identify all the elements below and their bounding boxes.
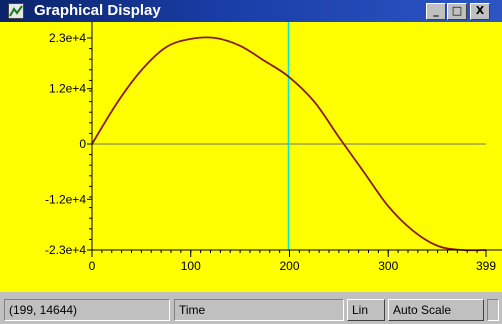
scale-mode-button[interactable]: Lin bbox=[347, 299, 385, 321]
cursor-coordinates: (199, 14644) bbox=[4, 299, 170, 321]
x-tick-label: 100 bbox=[181, 259, 201, 273]
y-tick-label: 0 bbox=[79, 137, 86, 151]
x-tick-label: 0 bbox=[89, 259, 96, 273]
title-bar[interactable]: Graphical Display _ □ X bbox=[0, 0, 502, 22]
minimize-button[interactable]: _ bbox=[426, 3, 446, 20]
maximize-button[interactable]: □ bbox=[447, 3, 467, 20]
status-extra-panel bbox=[487, 299, 499, 321]
window-title: Graphical Display bbox=[34, 2, 161, 19]
y-tick-label: 2.3e+4 bbox=[49, 31, 86, 45]
close-button[interactable]: X bbox=[470, 3, 490, 20]
auto-scale-button[interactable]: Auto Scale bbox=[388, 299, 484, 321]
status-bar: (199, 14644) Time Lin Auto Scale bbox=[0, 292, 502, 324]
plot-area[interactable]: 2.3e+4 1.2e+4 0 -1.2e+4 -2.3e+4 0 100 200 300 39… bbox=[0, 22, 502, 292]
chart[interactable]: 2.3e+4 1.2e+4 0 -1.2e+4 -2.3e+4 0 100 200 300 39… bbox=[0, 22, 502, 292]
y-tick-label: -1.2e+4 bbox=[45, 192, 86, 206]
y-tick-label: -2.3e+4 bbox=[45, 243, 86, 257]
chart-app-icon[interactable] bbox=[8, 3, 24, 19]
x-axis-name: Time bbox=[174, 299, 344, 321]
x-tick-label: 300 bbox=[378, 259, 398, 273]
x-tick-label: 200 bbox=[279, 259, 299, 273]
data-series-line bbox=[91, 36, 487, 252]
x-tick-label: 399 bbox=[476, 259, 496, 273]
y-tick-label: 1.2e+4 bbox=[49, 82, 86, 96]
